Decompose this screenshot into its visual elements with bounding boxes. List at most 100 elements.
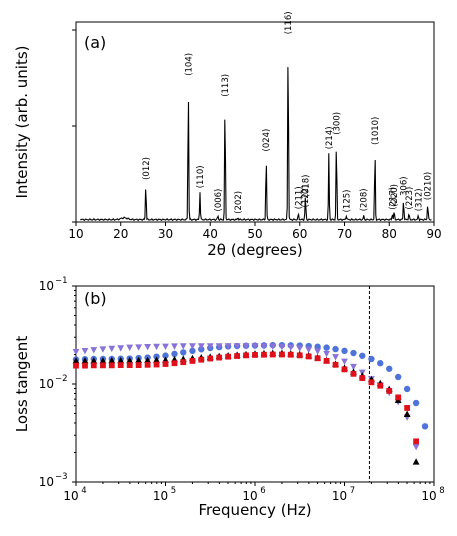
loss-series-square [73, 351, 420, 445]
loss-point-triangle-down [287, 344, 295, 351]
xrd-peak-label: (208) [360, 188, 370, 211]
loss-point-triangle-down [350, 363, 357, 371]
loss-point-square [126, 362, 133, 368]
xrd-x-tick-label: 20 [113, 227, 128, 241]
loss-point-square [144, 361, 151, 368]
loss-point-circle [412, 399, 420, 407]
loss-x-tick-label: 10 [242, 489, 257, 503]
xrd-peak-label: (024) [262, 129, 272, 152]
loss-point-square [377, 382, 384, 389]
xrd-y-ticks [72, 29, 76, 223]
xrd-panel-label: (a) [84, 33, 106, 52]
loss-point-triangle-down [189, 343, 196, 350]
loss-point-triangle-down [108, 345, 116, 353]
loss-point-circle [350, 349, 357, 357]
loss-point-triangle-up [144, 356, 152, 364]
loss-point-circle [394, 373, 402, 381]
loss-x-tick-label: 10 [332, 489, 347, 503]
xrd-peak-label: (018) [302, 175, 312, 198]
loss-point-square [413, 438, 420, 445]
loss-point-triangle-up [126, 356, 134, 364]
xrd-peak-label: (312) [414, 188, 424, 211]
xrd-peak-label: (1010) [371, 117, 381, 145]
loss-x-tick-exponent: 6 [260, 486, 265, 496]
loss-point-circle [421, 423, 429, 430]
loss-point-square [216, 354, 223, 361]
loss-point-square [153, 361, 160, 368]
loss-point-triangle-up [90, 357, 98, 364]
loss-point-square [332, 361, 339, 368]
xrd-peak-label: (012) [142, 157, 152, 180]
loss-point-square [287, 351, 294, 358]
loss-point-circle [386, 365, 393, 372]
loss-point-square [180, 359, 187, 366]
loss-y-tick-label: 10 [39, 475, 54, 489]
loss-point-square [225, 353, 232, 360]
loss-point-square [386, 388, 393, 394]
loss-point-triangle-up [153, 356, 160, 363]
loss-y-tick-label: 10 [39, 279, 54, 293]
loss-point-square [305, 353, 312, 360]
xrd-peak-label: (113) [221, 74, 231, 97]
loss-point-triangle-up [81, 357, 89, 364]
loss-point-square [404, 405, 411, 411]
loss-point-square [90, 362, 97, 369]
loss-point-triangle-down [296, 345, 304, 352]
xrd-x-ticks: 10 20 30 40 50 60 70 80 90 [68, 222, 442, 241]
loss-point-square [73, 362, 79, 369]
loss-panel: (b) 10 4 10 5 10 6 10 7 10 8 10−310−210−1 Frequen… [13, 276, 445, 519]
loss-point-triangle-down [305, 346, 313, 354]
loss-point-square [234, 353, 241, 359]
loss-point-square [108, 362, 115, 369]
loss-point-square [359, 375, 366, 381]
loss-x-ticks: 10 4 10 5 10 6 10 7 10 8 [63, 482, 445, 503]
loss-point-circle [323, 344, 330, 351]
loss-point-circle [359, 352, 366, 359]
xrd-x-tick-label: 90 [426, 227, 441, 241]
loss-point-triangle-down [162, 343, 169, 351]
loss-point-circle [162, 352, 169, 359]
loss-x-tick-exponent: 5 [171, 486, 176, 496]
loss-point-triangle-down [224, 343, 232, 350]
xrd-panel: (a) (012)(104)(110)(006)(113)(202)(024)(… [13, 11, 442, 259]
loss-point-triangle-up [108, 356, 116, 364]
xrd-peak-label: (122) [301, 185, 311, 208]
loss-point-square [279, 351, 285, 358]
xrd-peak-label: (214) [325, 126, 335, 149]
loss-point-triangle-down [314, 348, 322, 355]
loss-y-tick-label: 10 [39, 377, 54, 391]
loss-point-triangle-down [135, 344, 143, 351]
loss-y-tick-exponent: −3 [55, 472, 68, 482]
loss-point-triangle-down [332, 354, 339, 361]
loss-point-triangle-down [197, 343, 205, 350]
loss-y-tick-exponent: −2 [55, 374, 68, 384]
loss-point-square [189, 358, 196, 364]
loss-point-triangle-down [81, 348, 89, 355]
xrd-pattern-line [80, 67, 432, 222]
loss-point-triangle-down [90, 347, 98, 354]
loss-x-axis-label: Frequency (Hz) [198, 501, 311, 519]
loss-point-triangle-down [323, 350, 331, 358]
loss-x-tick-exponent: 7 [350, 486, 355, 496]
loss-point-square [82, 362, 88, 369]
loss-point-triangle-down [251, 343, 259, 350]
xrd-pattern [80, 67, 432, 222]
loss-point-square [162, 361, 169, 367]
loss-point-triangle-up [72, 357, 80, 364]
loss-point-circle [368, 355, 375, 363]
loss-point-square [117, 362, 124, 368]
xrd-peak-label: (125) [342, 190, 352, 213]
loss-point-square [269, 351, 276, 358]
loss-point-square [261, 351, 267, 358]
xrd-x-tick-label: 30 [158, 227, 173, 241]
xrd-peak-label: (211) [294, 186, 304, 209]
loss-point-square [198, 356, 205, 363]
loss-point-square [252, 352, 258, 358]
loss-point-triangle-down [242, 343, 250, 350]
xrd-x-tick-label: 10 [68, 227, 83, 241]
loss-point-square [207, 355, 214, 362]
loss-point-square [341, 366, 348, 373]
xrd-y-axis-label: Intensity (arb. units) [13, 45, 31, 198]
loss-point-triangle-down [215, 343, 223, 350]
loss-y-axis-label: Loss tangent [13, 336, 31, 433]
